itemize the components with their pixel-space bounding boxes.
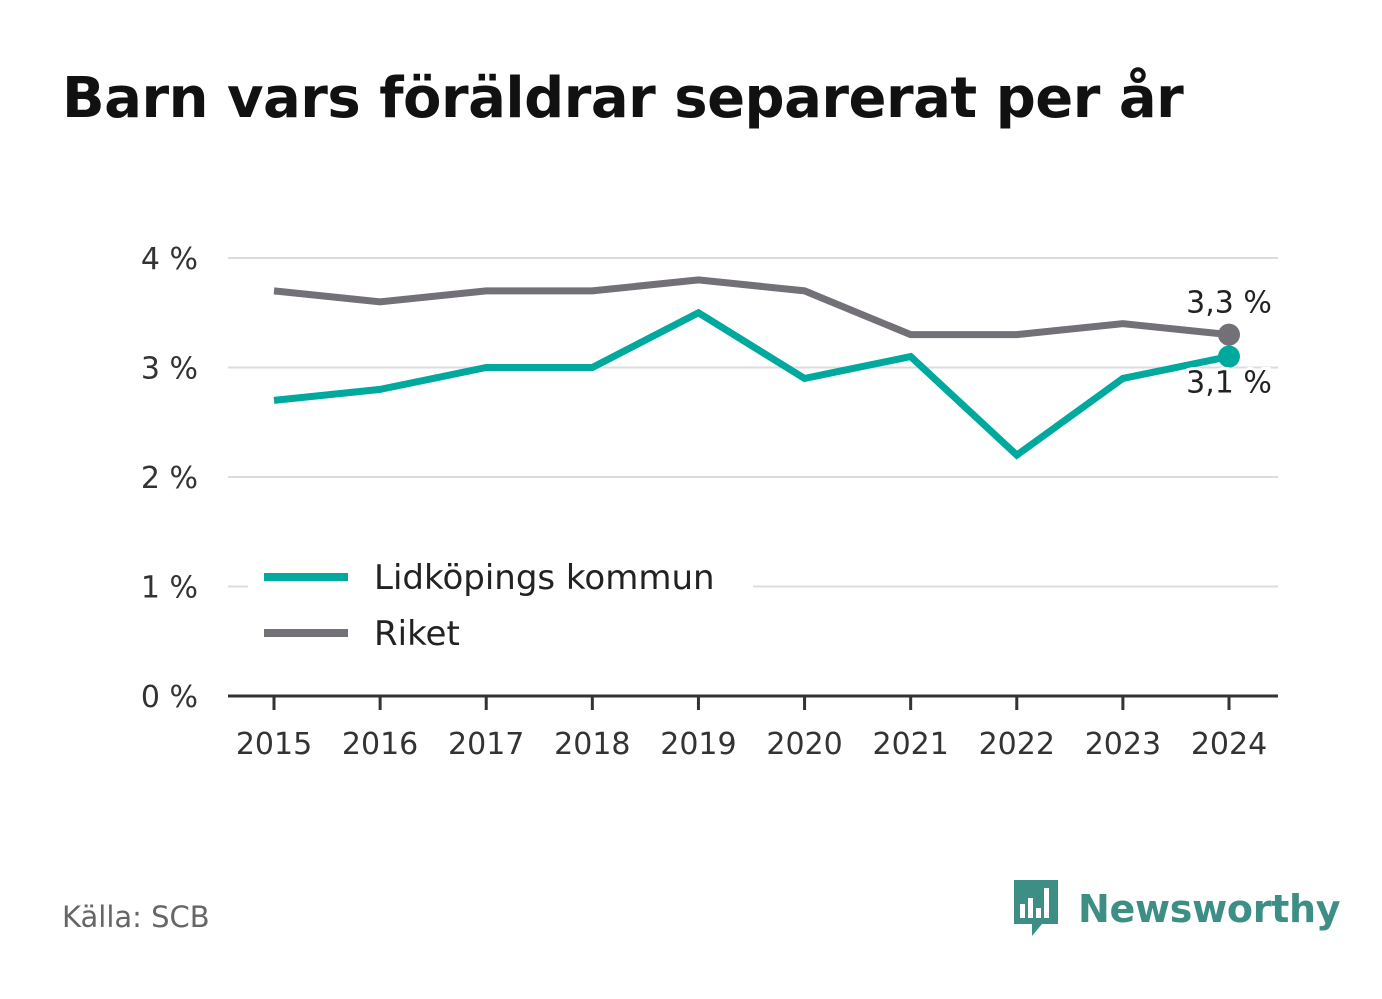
grid-lines xyxy=(228,257,1278,588)
y-tick-label: 1 % xyxy=(141,571,198,606)
end-point-riket xyxy=(1218,323,1240,346)
legend-background xyxy=(248,540,753,670)
x-tick-label: 2015 xyxy=(236,727,312,762)
chart-title: Barn vars föräldrar separerat per år xyxy=(62,66,1184,131)
x-tick-label: 2023 xyxy=(1085,727,1161,762)
y-axis-tick-labels: 0 % 1 % 2 % 3 % 4 % xyxy=(141,242,198,715)
x-tick-label: 2021 xyxy=(872,727,948,762)
x-axis-ticks: 2015 2016 2017 2018 2019 2020 2021 2022 2023 2024 xyxy=(236,696,1267,762)
x-tick-label: 2019 xyxy=(660,727,736,762)
source-note: Källa: SCB xyxy=(62,900,210,934)
end-label-lidkoping: 3,1 % xyxy=(1186,366,1272,401)
series-lines xyxy=(273,276,1240,460)
end-labels: 3,1 % 3,3 % xyxy=(1183,283,1275,404)
x-tick-label: 2022 xyxy=(979,727,1055,762)
x-tick-label: 2018 xyxy=(554,727,630,762)
y-tick-label: 3 % xyxy=(141,352,198,387)
x-tick-label: 2017 xyxy=(448,727,524,762)
x-tick-label: 2024 xyxy=(1191,727,1267,762)
newsworthy-logo-icon xyxy=(1014,880,1058,936)
end-point-lidkoping xyxy=(1218,345,1240,368)
x-tick-label: 2020 xyxy=(766,727,842,762)
series-line-lidkoping xyxy=(273,308,1230,460)
x-tick-label: 2016 xyxy=(342,727,418,762)
legend-label: Riket xyxy=(374,614,460,654)
y-tick-label: 0 % xyxy=(141,680,198,715)
legend-label: Lidköpings kommun xyxy=(374,558,715,598)
legend: Lidköpings kommun Riket xyxy=(248,540,753,670)
series-line-riket xyxy=(273,276,1230,339)
y-tick-label: 4 % xyxy=(141,242,198,277)
brand: Newsworthy xyxy=(1010,878,1341,940)
y-tick-label: 2 % xyxy=(141,461,198,496)
end-label-riket: 3,3 % xyxy=(1186,286,1272,321)
brand-name: Newsworthy xyxy=(1078,887,1341,931)
